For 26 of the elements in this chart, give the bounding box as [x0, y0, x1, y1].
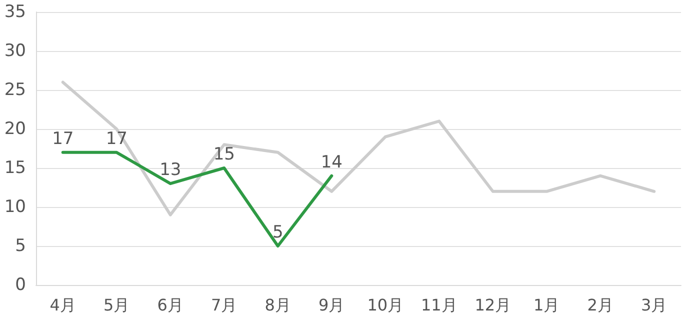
- x-tick-label: 11月: [420, 296, 458, 314]
- y-tick-label: 15: [4, 158, 26, 178]
- x-tick-label: 6月: [157, 296, 184, 314]
- x-tick-label: 8月: [264, 296, 291, 314]
- data-label: 15: [213, 144, 235, 164]
- data-label: 17: [106, 128, 128, 149]
- data-label: 17: [52, 128, 74, 149]
- x-tick-label: 7月: [211, 296, 238, 314]
- x-tick-label: 2月: [587, 296, 614, 314]
- y-tick-label: 25: [4, 80, 26, 100]
- x-tick-label: 10月: [367, 296, 404, 314]
- data-label: 14: [320, 152, 342, 172]
- y-tick-label: 30: [4, 41, 26, 61]
- x-tick-label: 1月: [534, 296, 560, 314]
- x-tick-label: 9月: [318, 296, 345, 314]
- x-tick-label: 12月: [474, 296, 512, 314]
- y-tick-label: 0: [15, 275, 26, 295]
- x-tick-label: 4月: [50, 296, 76, 314]
- x-tick-label: 3月: [641, 296, 668, 314]
- y-tick-label: 10: [4, 197, 26, 217]
- data-label: 5: [272, 222, 284, 242]
- data-label: 13: [160, 160, 182, 180]
- y-tick-label: 35: [4, 2, 26, 22]
- y-tick-label: 5: [15, 236, 26, 256]
- y-tick-label: 20: [4, 119, 26, 139]
- x-tick-label: 5月: [104, 296, 130, 314]
